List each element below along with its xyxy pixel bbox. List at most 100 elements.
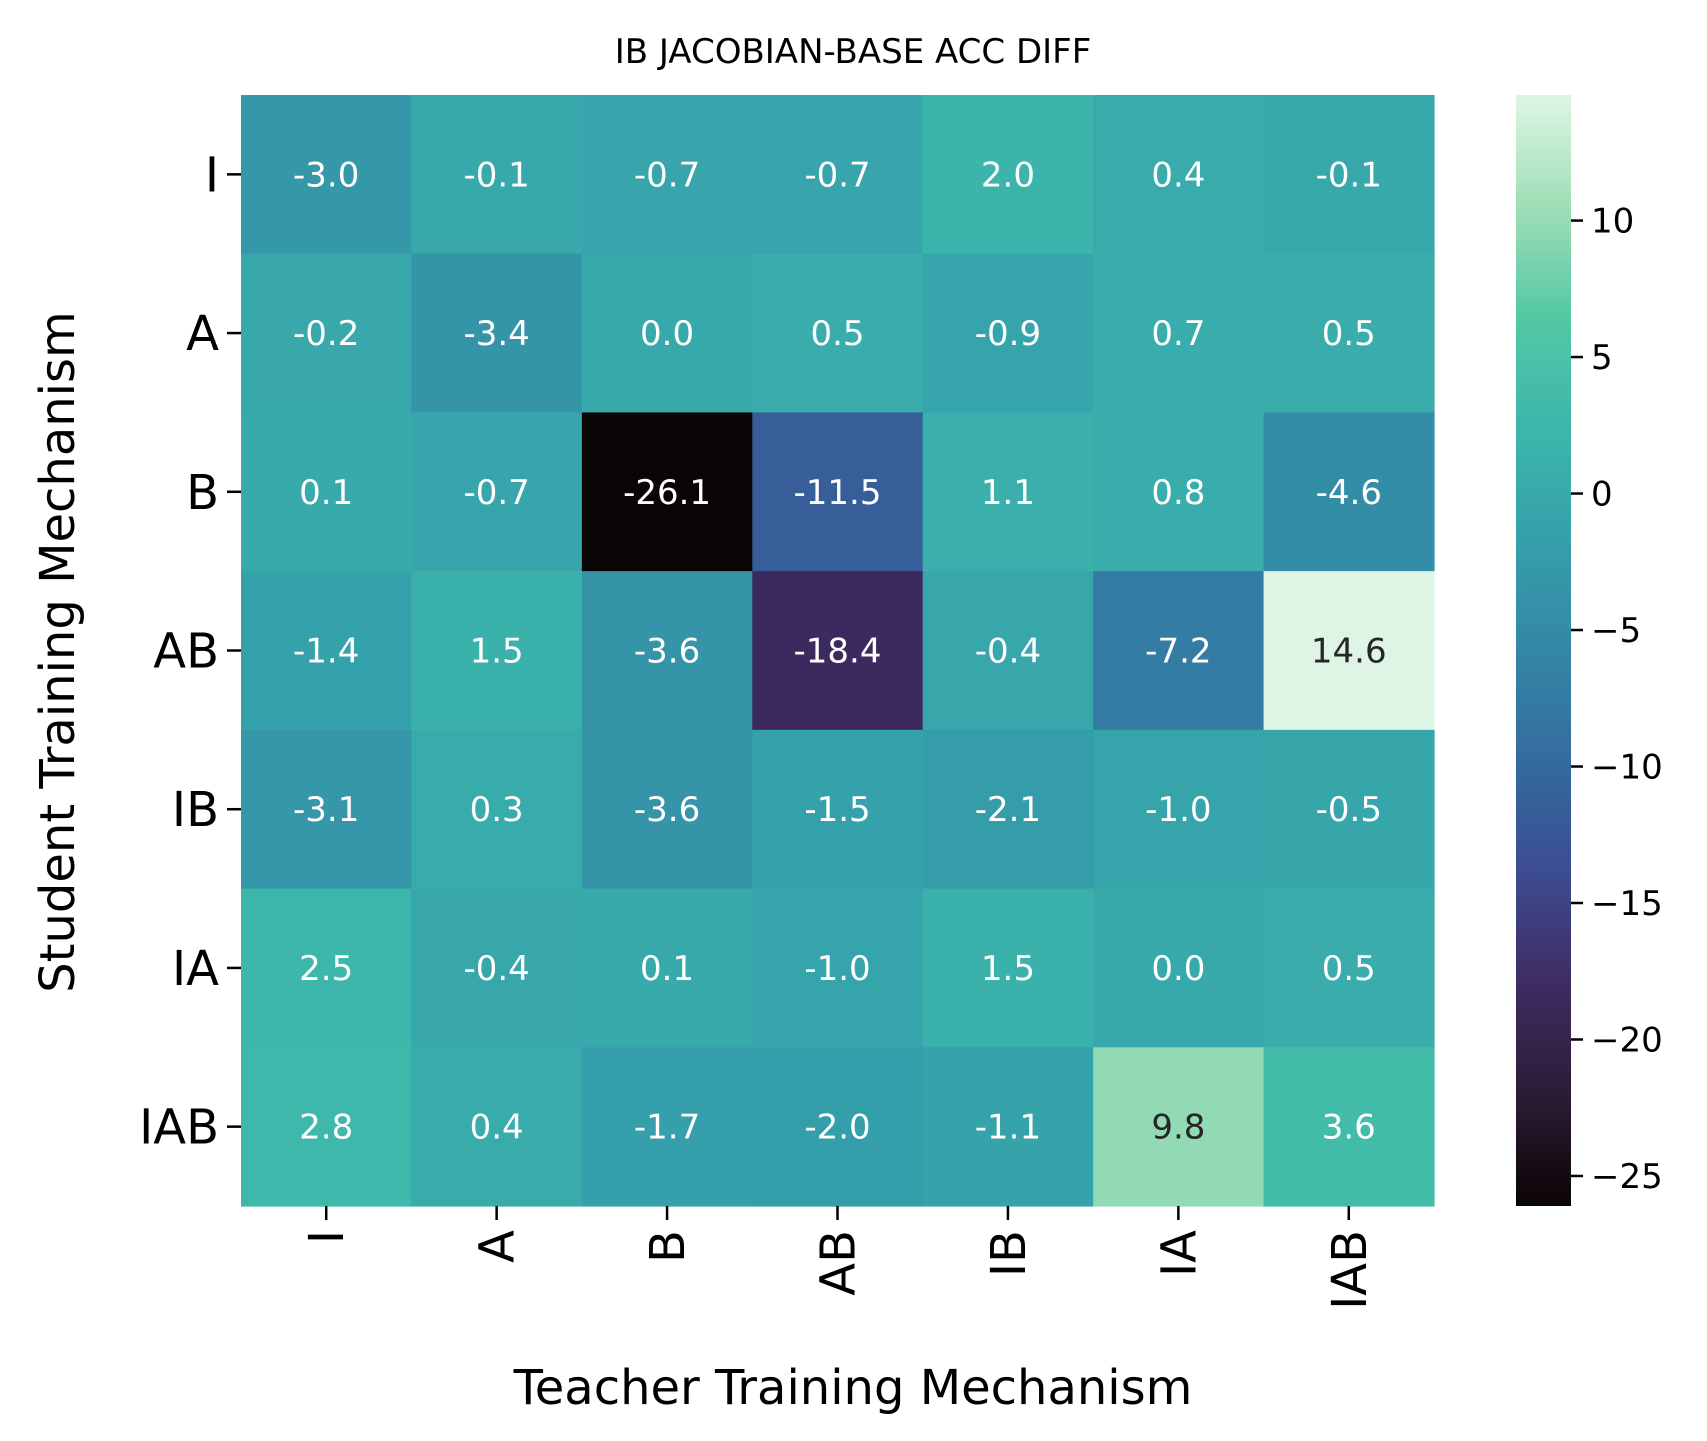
colorbar-tick-label: −15 [1591,884,1663,924]
cell-value-label: 1.5 [981,949,1035,989]
heatmap-cell [1263,729,1435,890]
heatmap-cell [1093,95,1265,255]
cell-value-label: -1.4 [293,632,359,672]
heatmap-cell [752,1047,924,1207]
colorbar-tick-label: −20 [1591,1020,1663,1060]
heatmap-cell [241,729,413,890]
chart-title: IB JACOBIAN-BASE ACC DIFF [615,32,1092,72]
heatmap-cell [922,571,1094,731]
cell-value-label: 0.1 [640,949,694,989]
heatmap-cell [411,95,583,255]
heatmap-cell [241,571,413,731]
x-tick-label: IAB [1322,1230,1378,1310]
cell-value-label: -0.7 [463,473,529,513]
cell-value-label: 0.0 [640,314,694,354]
heatmap-cell-labels: -3.0 -0.1 -0.7 -0.7 2.0 0.4 -0.1 -0.2 -3.4 0.0 0.5… [293,155,1387,1147]
colorbar-tick-label: 0 [1591,475,1613,515]
cell-value-label: 0.3 [470,790,524,830]
heatmap-cell [752,888,924,1048]
cell-value-label: -3.6 [634,632,700,672]
cell-value-label: -1.1 [975,1108,1041,1148]
cell-value-label: 2.0 [981,155,1035,195]
cell-value-label: 0.5 [1322,314,1376,354]
heatmap-cell [752,253,924,414]
heatmap-cell [241,253,413,414]
heatmap-cell [1093,253,1265,414]
cell-value-label: 0.7 [1151,314,1205,354]
x-axis-label: Teacher Training Mechanism [513,1360,1193,1416]
cell-value-label: -0.1 [463,155,529,195]
heatmap-cell [922,412,1094,572]
heatmap-cell [411,888,583,1048]
x-tick-label: IA [1151,1230,1207,1277]
cell-value-label: -0.7 [634,155,700,195]
heatmap-cell [1263,412,1435,572]
y-tick-label: IA [172,941,219,997]
cell-value-label: -3.6 [634,790,700,830]
cell-value-label: -0.9 [975,314,1041,354]
cell-value-label: 1.5 [470,632,524,672]
heatmap-cell [922,253,1094,414]
colorbar-tick-label: −25 [1591,1157,1663,1197]
cell-value-label: 9.8 [1151,1108,1205,1148]
cell-value-label: -7.2 [1145,632,1211,672]
heatmap-cell [581,412,753,572]
x-tick-label: A [470,1230,526,1263]
heatmap-cell [411,729,583,890]
cell-value-label: 0.5 [1322,949,1376,989]
cell-value-label: -0.2 [293,314,359,354]
heatmap-cell [1093,412,1265,572]
x-tick-label: AB [811,1230,867,1296]
cell-value-label: 0.5 [810,314,864,354]
colorbar-tick-label: 5 [1591,338,1613,378]
heatmap-cells [241,95,1435,1207]
heatmap-cell [752,412,924,572]
cell-value-label: -18.4 [794,632,882,672]
y-tick-label: AB [153,624,219,680]
heatmap-cell [411,253,583,414]
y-tick-label: I [205,147,219,203]
heatmap-cell [1263,571,1435,731]
cell-value-label: 0.8 [1151,473,1205,513]
heatmap-cell [1093,1047,1265,1207]
heatmap-cell [752,571,924,731]
cell-value-label: -3.4 [463,314,529,354]
cell-value-label: -0.7 [804,155,870,195]
heatmap-cell [1093,571,1265,731]
cell-value-label: -26.1 [623,473,711,513]
cell-value-label: -4.6 [1316,473,1382,513]
heatmap-cell [922,1047,1094,1207]
cell-value-label: -3.1 [293,790,359,830]
cell-value-label: -1.0 [1145,790,1211,830]
x-tick-label: I [299,1230,355,1244]
heatmap-cell [1093,888,1265,1048]
heatmap-cell [241,1047,413,1207]
cell-value-label: 0.0 [1151,949,1205,989]
heatmap-cell [752,95,924,255]
heatmap-cell [411,412,583,572]
cell-value-label: -1.5 [804,790,870,830]
y-tick-label: IB [172,782,219,838]
heatmap-cell [241,888,413,1048]
x-tick-label: IB [981,1230,1037,1277]
heatmap-cell [581,888,753,1048]
heatmap-cell [1263,95,1435,255]
cell-value-label: 1.1 [981,473,1035,513]
cell-value-label: -0.4 [463,949,529,989]
heatmap-cell [752,729,924,890]
heatmap-cell [241,412,413,572]
y-tick-label: A [186,306,219,362]
cell-value-label: -11.5 [794,473,882,513]
x-tick-label: B [640,1230,696,1263]
cell-value-label: 0.4 [470,1108,524,1148]
cell-value-label: -0.4 [975,632,1041,672]
cell-value-label: 0.1 [299,473,353,513]
heatmap-cell [1263,1047,1435,1207]
heatmap-cell [581,95,753,255]
cell-value-label: -2.1 [975,790,1041,830]
cell-value-label: -2.0 [804,1108,870,1148]
x-axis-ticks: I A B AB IB IA IAB [299,1206,1378,1310]
cell-value-label: -3.0 [293,155,359,195]
heatmap-cell [922,729,1094,890]
heatmap-cell [1263,888,1435,1048]
